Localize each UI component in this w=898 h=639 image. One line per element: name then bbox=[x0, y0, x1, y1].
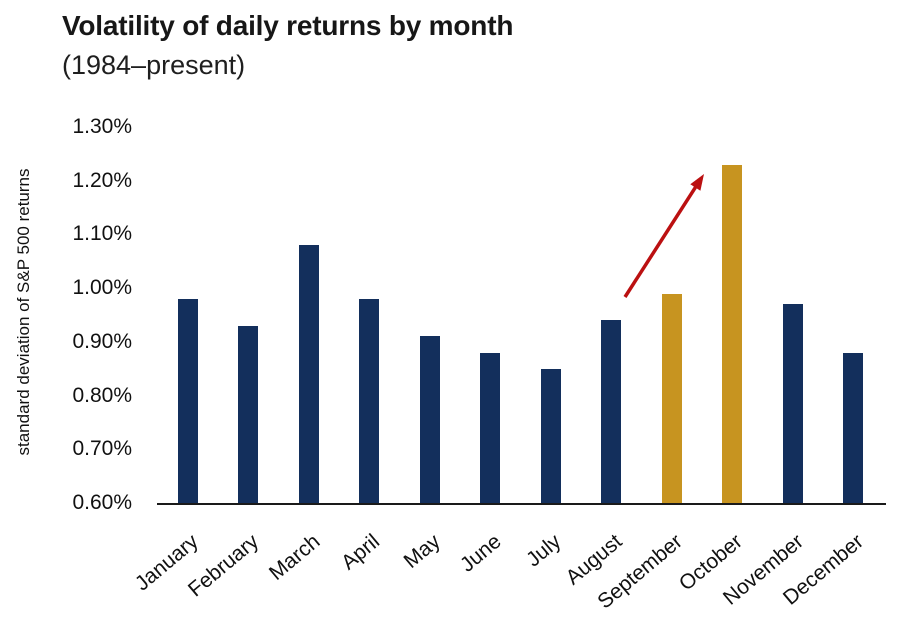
y-tick-label: 0.80% bbox=[72, 383, 132, 407]
bar-november bbox=[782, 304, 803, 503]
bar-october bbox=[722, 164, 743, 503]
x-label-july: July bbox=[522, 529, 566, 572]
x-label-april: April bbox=[337, 529, 385, 575]
bar-may bbox=[419, 336, 440, 503]
bar-march bbox=[298, 245, 319, 503]
x-axis-line bbox=[157, 503, 886, 505]
bar-june bbox=[480, 352, 501, 503]
y-axis-title: standard deviation of S&P 500 returns bbox=[14, 168, 33, 456]
y-tick-label: 1.30% bbox=[72, 115, 132, 138]
bar-january bbox=[178, 298, 198, 503]
y-tick-label: 1.20% bbox=[72, 168, 132, 192]
y-tick-label: 1.00% bbox=[72, 276, 132, 300]
x-label-may: May bbox=[399, 529, 445, 573]
x-label-june: June bbox=[455, 529, 506, 577]
bar-february bbox=[238, 325, 259, 503]
trend-arrow-head bbox=[690, 174, 704, 191]
bar-april bbox=[359, 298, 380, 503]
bar-august bbox=[601, 320, 622, 503]
y-tick-label: 0.90% bbox=[72, 329, 132, 353]
trend-arrow-shaft bbox=[623, 180, 701, 298]
x-label-march: March bbox=[264, 529, 324, 585]
chart-subtitle: (1984–present) bbox=[62, 50, 246, 80]
bar-december bbox=[842, 352, 863, 503]
bar-july bbox=[540, 368, 561, 503]
y-tick-label: 0.60% bbox=[72, 491, 132, 514]
chart-title: Volatility of daily returns by month bbox=[62, 10, 514, 41]
y-tick-label: 0.70% bbox=[72, 437, 132, 461]
y-tick-label: 1.10% bbox=[72, 222, 132, 246]
bar-september bbox=[661, 293, 682, 503]
